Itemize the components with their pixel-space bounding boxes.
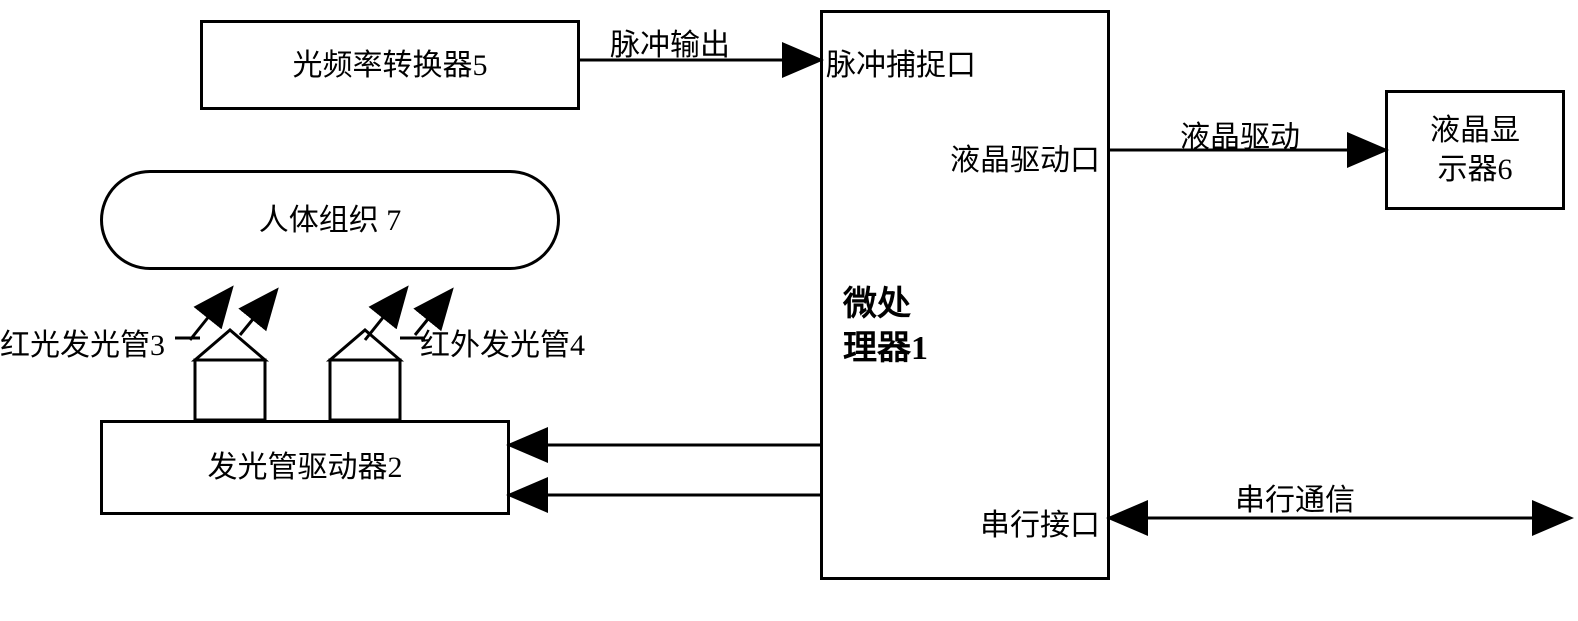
node-converter: 光频率转换器5 xyxy=(200,20,580,110)
emit-2 xyxy=(240,292,275,335)
node-tissue-label: 人体组织 7 xyxy=(259,201,402,240)
led-ir-tri xyxy=(330,330,400,360)
emit-1 xyxy=(190,290,230,340)
edge-lcd-label: 液晶驱动 xyxy=(1180,112,1300,156)
node-mcu-label: 微处 理器1 xyxy=(843,283,928,371)
port-pulse-capture: 脉冲捕捉口 xyxy=(826,40,976,84)
edge-serial-label: 串行通信 xyxy=(1235,475,1355,519)
node-tissue: 人体组织 7 xyxy=(100,170,560,270)
node-driver: 发光管驱动器2 xyxy=(100,420,510,515)
led-ir-body xyxy=(330,360,400,420)
port-lcd-drive: 液晶驱动口 xyxy=(950,135,1100,179)
label-ir-led: 红外发光管4 xyxy=(420,320,585,364)
port-serial: 串行接口 xyxy=(980,500,1100,544)
node-converter-label: 光频率转换器5 xyxy=(293,46,488,85)
label-red-led: 红光发光管3 xyxy=(0,320,165,364)
node-lcd: 液晶显 示器6 xyxy=(1385,90,1565,210)
node-lcd-label: 液晶显 示器6 xyxy=(1430,111,1520,189)
edge-pulse-label: 脉冲输出 xyxy=(610,20,730,64)
led-red-body xyxy=(195,360,265,420)
led-red-tri xyxy=(195,330,265,360)
node-mcu: 微处 理器1 xyxy=(820,10,1110,580)
node-driver-label: 发光管驱动器2 xyxy=(208,448,403,487)
emit-3 xyxy=(365,290,405,340)
